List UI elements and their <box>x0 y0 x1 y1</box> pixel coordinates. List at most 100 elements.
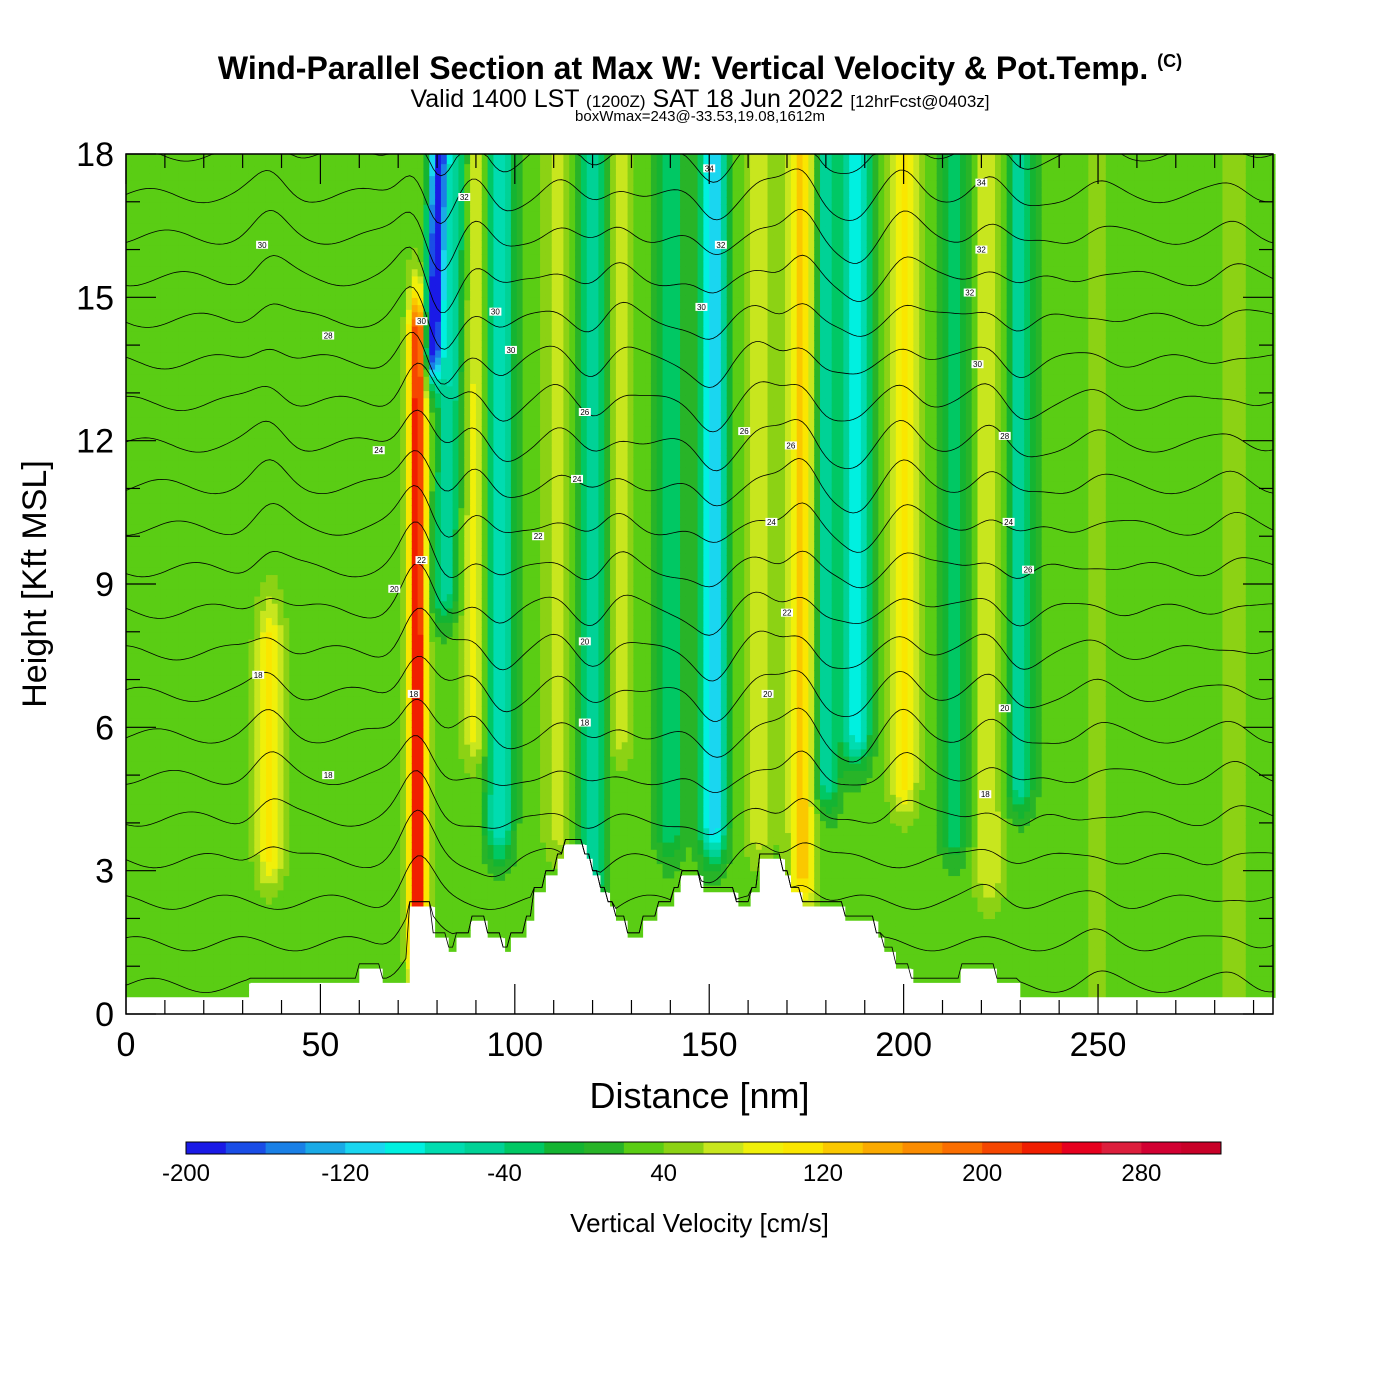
velocity-cell <box>365 754 371 762</box>
velocity-cell <box>243 481 249 489</box>
velocity-cell <box>190 782 196 790</box>
velocity-cell <box>266 338 272 346</box>
velocity-cell <box>353 238 359 246</box>
velocity-cell <box>272 969 278 977</box>
velocity-cell <box>254 331 260 339</box>
velocity-cell <box>318 589 324 597</box>
velocity-cell <box>138 352 144 360</box>
velocity-cell <box>184 675 190 683</box>
velocity-cell <box>353 438 359 446</box>
velocity-cell <box>348 195 354 203</box>
velocity-cell <box>208 331 214 339</box>
velocity-cell <box>283 202 289 210</box>
velocity-cell <box>196 295 202 303</box>
velocity-cell <box>167 510 173 518</box>
velocity-cell <box>301 159 307 167</box>
velocity-cell <box>336 223 342 231</box>
velocity-cell <box>190 703 196 711</box>
velocity-cell <box>260 567 266 575</box>
velocity-cell <box>248 359 254 367</box>
velocity-cell <box>283 367 289 375</box>
velocity-cell <box>283 245 289 253</box>
velocity-cell <box>336 481 342 489</box>
velocity-cell <box>365 517 371 525</box>
velocity-cell <box>324 969 330 977</box>
velocity-cell <box>342 675 348 683</box>
velocity-cell <box>219 352 225 360</box>
velocity-cell <box>342 154 348 159</box>
velocity-cell <box>208 797 214 805</box>
velocity-cell <box>155 596 161 604</box>
velocity-cell <box>167 775 173 783</box>
velocity-cell <box>202 381 208 389</box>
velocity-cell <box>336 445 342 453</box>
velocity-cell <box>202 825 208 833</box>
velocity-cell <box>324 488 330 496</box>
velocity-cell <box>248 976 254 984</box>
velocity-cell <box>353 911 359 919</box>
velocity-cell <box>359 345 365 353</box>
velocity-cell <box>231 496 237 504</box>
velocity-cell <box>144 789 150 797</box>
velocity-cell <box>301 603 307 611</box>
velocity-cell <box>283 825 289 833</box>
velocity-cell <box>330 431 336 439</box>
velocity-cell <box>336 302 342 310</box>
velocity-cell <box>231 316 237 324</box>
velocity-cell <box>313 589 319 597</box>
velocity-cell <box>254 531 260 539</box>
velocity-cell <box>178 675 184 683</box>
velocity-cell <box>330 782 336 790</box>
velocity-cell <box>266 474 272 482</box>
velocity-cell <box>126 216 132 224</box>
velocity-cell <box>196 560 202 568</box>
velocity-cell <box>278 911 284 919</box>
velocity-cell <box>138 990 144 998</box>
velocity-cell <box>313 782 319 790</box>
velocity-cell <box>283 252 289 260</box>
velocity-cell <box>231 295 237 303</box>
velocity-cell <box>336 338 342 346</box>
velocity-cell <box>225 718 231 726</box>
velocity-cell <box>219 646 225 654</box>
velocity-cell <box>260 438 266 446</box>
velocity-cell <box>237 696 243 704</box>
velocity-cell <box>190 840 196 848</box>
velocity-cell <box>283 510 289 518</box>
velocity-cell <box>155 840 161 848</box>
velocity-cell <box>330 696 336 704</box>
velocity-cell <box>260 154 266 159</box>
velocity-cell <box>365 804 371 812</box>
velocity-cell <box>330 969 336 977</box>
velocity-cell <box>178 367 184 375</box>
velocity-cell <box>278 825 284 833</box>
velocity-cell <box>196 316 202 324</box>
velocity-cell <box>144 173 150 181</box>
velocity-cell <box>266 359 272 367</box>
velocity-cell <box>126 460 132 468</box>
velocity-cell <box>178 574 184 582</box>
velocity-cell <box>132 216 138 224</box>
velocity-cell <box>126 632 132 640</box>
velocity-cell <box>301 359 307 367</box>
velocity-cell <box>161 417 167 425</box>
velocity-cell <box>144 367 150 375</box>
velocity-cell <box>301 367 307 375</box>
velocity-cell <box>149 202 155 210</box>
velocity-cell <box>283 374 289 382</box>
velocity-cell <box>202 154 208 159</box>
velocity-cell <box>353 539 359 547</box>
velocity-cell <box>336 560 342 568</box>
velocity-cell <box>231 811 237 819</box>
velocity-cell <box>307 653 313 661</box>
velocity-cell <box>219 682 225 690</box>
velocity-cell <box>266 811 272 819</box>
velocity-cell <box>184 926 190 934</box>
velocity-cell <box>365 625 371 633</box>
velocity-cell <box>126 739 132 747</box>
velocity-cell <box>342 789 348 797</box>
velocity-cell <box>213 359 219 367</box>
velocity-cell <box>208 768 214 776</box>
velocity-cell <box>324 797 330 805</box>
velocity-cell <box>324 180 330 188</box>
